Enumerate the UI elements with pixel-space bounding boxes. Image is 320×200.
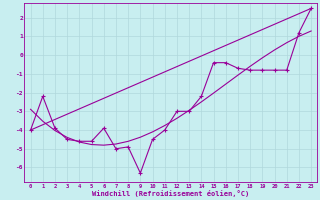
X-axis label: Windchill (Refroidissement éolien,°C): Windchill (Refroidissement éolien,°C) [92,190,250,197]
